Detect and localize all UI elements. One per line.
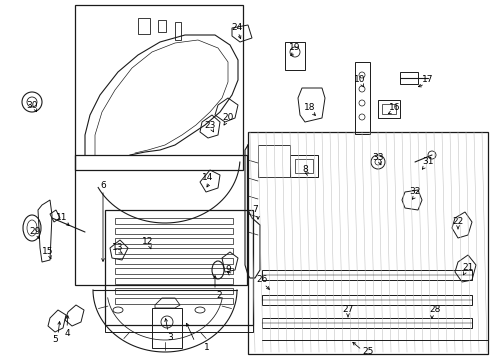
Bar [138, 18, 150, 34]
Text: 30: 30 [26, 100, 38, 109]
Bar [400, 72, 418, 84]
Text: 22: 22 [452, 217, 464, 226]
Text: 4: 4 [64, 328, 70, 338]
Bar [262, 270, 472, 280]
Text: 5: 5 [52, 336, 58, 345]
Text: 11: 11 [56, 213, 68, 222]
Bar [115, 218, 233, 224]
Text: 6: 6 [100, 180, 106, 189]
Bar [115, 278, 233, 284]
Bar [115, 268, 233, 274]
Bar [158, 20, 166, 32]
Text: 7: 7 [252, 206, 258, 215]
Bar [115, 258, 233, 264]
Text: 21: 21 [462, 264, 474, 273]
Text: 29: 29 [29, 228, 41, 237]
Bar [248, 132, 488, 354]
Bar [262, 295, 472, 305]
Bar [115, 288, 233, 294]
Text: 24: 24 [231, 23, 243, 32]
Text: 23: 23 [204, 121, 216, 130]
Text: 3: 3 [167, 333, 173, 342]
Text: 13: 13 [112, 243, 124, 252]
Text: 18: 18 [304, 104, 316, 112]
Bar [355, 62, 370, 134]
Bar [262, 318, 472, 328]
Text: 14: 14 [202, 174, 214, 183]
Text: 16: 16 [389, 104, 401, 112]
Text: 20: 20 [222, 113, 234, 122]
Bar [290, 155, 318, 177]
Text: 17: 17 [422, 76, 434, 85]
Bar [115, 298, 233, 304]
Text: 2: 2 [216, 291, 222, 300]
Text: 28: 28 [429, 306, 441, 315]
Text: 32: 32 [409, 188, 421, 197]
Text: 8: 8 [302, 166, 308, 175]
Bar [295, 159, 313, 173]
Text: 15: 15 [42, 248, 54, 256]
Bar [115, 248, 233, 254]
Text: 31: 31 [422, 158, 434, 166]
Text: 1: 1 [204, 343, 210, 352]
Bar [105, 325, 253, 332]
Bar [378, 100, 400, 118]
Bar [152, 308, 182, 348]
Bar [75, 5, 243, 170]
Bar [105, 210, 253, 325]
Bar [75, 155, 247, 285]
Text: 27: 27 [343, 306, 354, 315]
Text: 33: 33 [372, 153, 384, 162]
Text: 12: 12 [142, 238, 154, 247]
Bar [115, 228, 233, 234]
Text: 19: 19 [289, 44, 301, 53]
Text: 10: 10 [354, 76, 366, 85]
Bar [175, 22, 181, 40]
Bar [258, 145, 290, 177]
Bar [382, 104, 396, 114]
Bar [115, 238, 233, 244]
Text: 9: 9 [225, 266, 231, 274]
Text: 25: 25 [362, 347, 374, 356]
Text: 26: 26 [256, 275, 268, 284]
Bar [285, 42, 305, 70]
